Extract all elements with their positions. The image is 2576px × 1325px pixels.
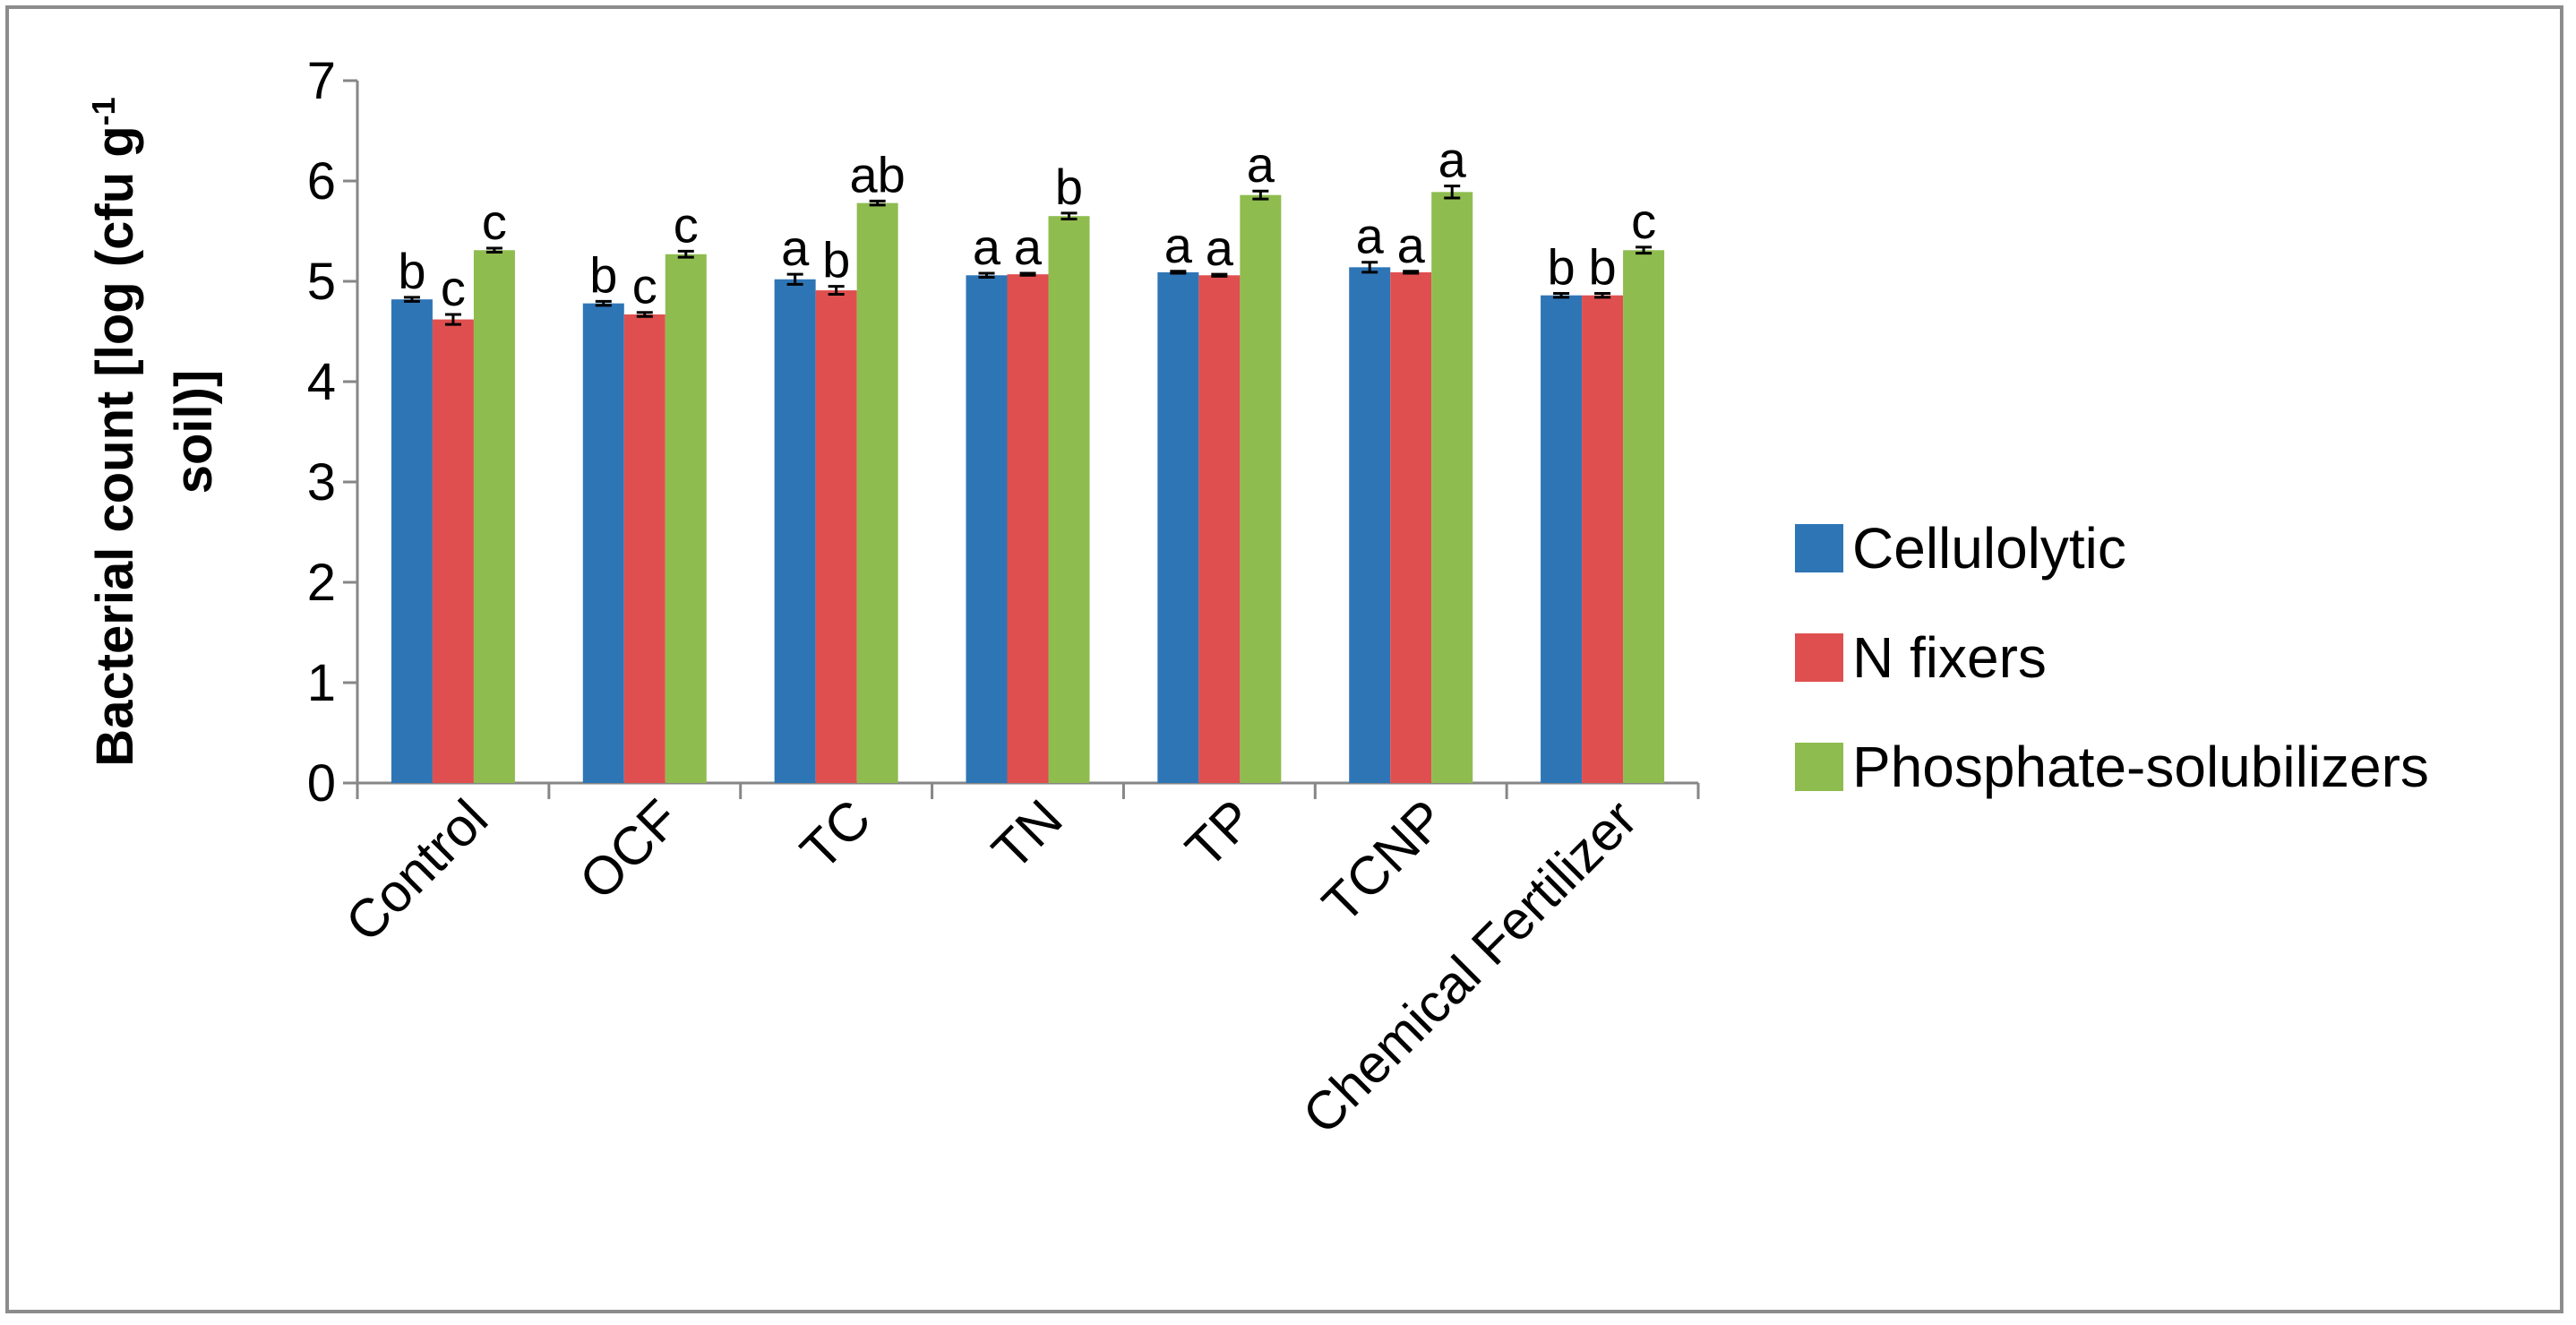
significance-letter: ab (849, 146, 905, 202)
x-category-label: Chemical Fertilizer (1292, 788, 1649, 1146)
x-category-label: Control (334, 788, 499, 953)
significance-letter: b (398, 243, 425, 299)
y-axis-title-superscript: -1 (85, 97, 122, 125)
y-tick-label: 0 (307, 754, 336, 813)
legend-label: Cellulolytic (1852, 516, 2126, 581)
x-category-label: TCNP (1311, 788, 1457, 934)
bar (1007, 274, 1049, 783)
bar (1582, 295, 1624, 783)
bar (391, 299, 433, 783)
y-tick-label: 1 (307, 654, 336, 712)
legend-swatch (1795, 524, 1843, 572)
significance-letter: b (822, 232, 850, 288)
bar (774, 279, 816, 783)
significance-letter: b (1547, 238, 1575, 295)
bar (665, 254, 707, 783)
y-tick-label: 7 (307, 52, 336, 110)
bar (432, 319, 474, 783)
significance-letter: b (1588, 238, 1616, 295)
bar (1048, 216, 1090, 783)
x-category-label: TC (789, 788, 882, 882)
axes: 0 1 2 3 4 5 6 7 (307, 52, 1700, 813)
bar (1198, 275, 1241, 783)
significance-letter: a (1356, 208, 1385, 264)
bar (623, 314, 665, 784)
significance-letter: a (973, 219, 1001, 275)
bar (1349, 267, 1391, 783)
significance-letter: c (1631, 193, 1656, 249)
y-tick-label: 4 (307, 353, 336, 411)
significance-letter: a (1206, 219, 1234, 276)
bars (391, 192, 1665, 784)
significance-letter: c (441, 260, 466, 316)
y-tick-label: 6 (307, 152, 336, 211)
bar (1390, 271, 1432, 783)
significance-letter: b (1055, 159, 1083, 215)
significance-letter: a (1164, 217, 1193, 273)
bar (1157, 271, 1199, 783)
bar (1240, 194, 1282, 783)
significance-letter: b (589, 246, 617, 303)
y-axis-title-line-1: Bacterial count [log (cfu g-1 (85, 97, 145, 766)
x-category-label: TP (1174, 788, 1266, 880)
x-category-label: TN (981, 788, 1074, 882)
legend: Cellulolytic N fixers Phosphate-solubilize… (1795, 516, 2429, 799)
bar (1623, 250, 1665, 783)
significance-letter: a (1397, 217, 1426, 273)
y-tick-label: 5 (307, 253, 336, 311)
bar (966, 275, 1008, 783)
y-tick-label: 3 (307, 453, 336, 512)
significance-letter: c (632, 258, 657, 314)
bar (1431, 192, 1473, 783)
legend-swatch (1795, 633, 1843, 682)
y-axis-title-text: Bacterial count [log (cfu g (86, 125, 144, 766)
significance-letter: c (482, 194, 507, 250)
bar (473, 250, 515, 783)
legend-label: Phosphate-solubilizers (1852, 735, 2429, 799)
significance-letter: a (781, 219, 810, 276)
bar (815, 290, 857, 784)
y-axis-title: Bacterial count [log (cfu g-1 soil)] (85, 97, 224, 766)
bar (856, 202, 898, 783)
y-tick-label: 2 (307, 554, 336, 612)
y-axis-title-line-2: soil)] (165, 370, 223, 495)
legend-swatch (1795, 743, 1843, 791)
legend-label: N fixers (1852, 625, 2047, 690)
significance-letter: a (1247, 136, 1275, 193)
significance-letter: a (1438, 132, 1467, 188)
bar (1541, 295, 1583, 783)
significance-letter: a (1014, 219, 1043, 275)
bar (582, 303, 624, 783)
error-bars (403, 185, 1653, 326)
x-category-label: OCF (568, 788, 691, 911)
significance-letter: c (674, 196, 699, 253)
